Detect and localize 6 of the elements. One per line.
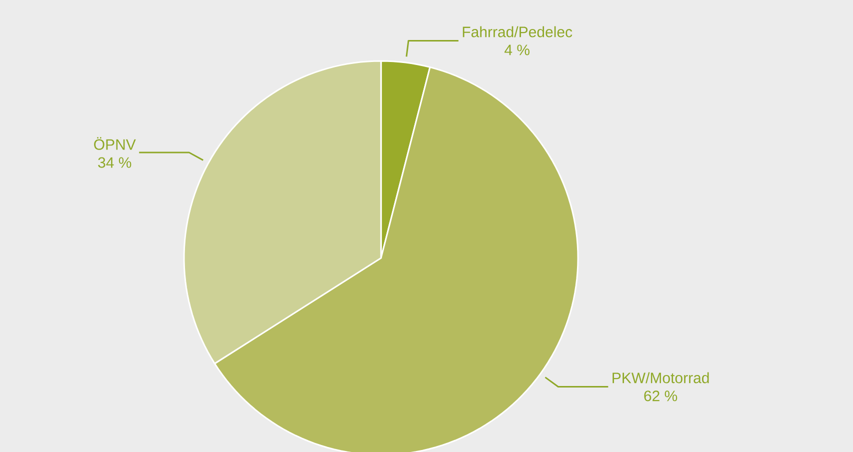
data-label: 4 %	[504, 44, 530, 56]
slice-label: ÖPNV	[94, 137, 136, 150]
slice-label: Fahrrad/Pedelec	[462, 26, 572, 38]
data-label: 62 %	[644, 390, 678, 402]
slice-label: PKW/Motorrad	[612, 372, 709, 384]
data-label: 34 %	[98, 157, 132, 168]
